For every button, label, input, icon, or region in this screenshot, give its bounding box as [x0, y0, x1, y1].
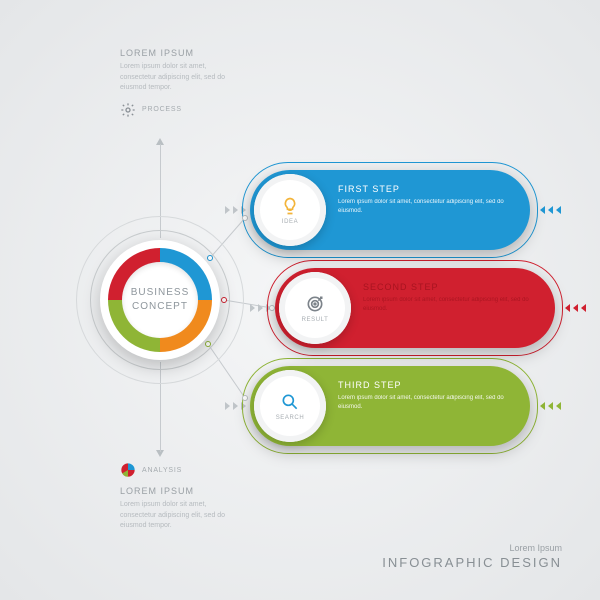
- node-h1: [207, 255, 213, 261]
- bulb-icon: [280, 196, 300, 216]
- pill-2-desc: Lorem ipsum dolor sit amet, consectetur …: [363, 296, 535, 314]
- pill-3-title: THIRD STEP: [338, 380, 510, 390]
- node-h2: [221, 297, 227, 303]
- pill-3-circle: SEARCH: [254, 370, 326, 442]
- hub-line1: BUSINESS: [131, 286, 190, 300]
- search-icon: [280, 392, 300, 412]
- deco-arrows-2-right: [565, 304, 586, 312]
- target-icon: [305, 294, 325, 314]
- pill-1-circle-label: IDEA: [282, 219, 298, 225]
- pill-2-title: SECOND STEP: [363, 282, 535, 292]
- pill-2: RESULT SECOND STEP Lorem ipsum dolor sit…: [275, 268, 555, 348]
- pill-3-desc: Lorem ipsum dolor sit amet, consectetur …: [338, 394, 510, 412]
- deco-arrows-1-right: [540, 206, 561, 214]
- hub-circle: BUSINESS CONCEPT: [100, 240, 220, 360]
- pill-1-title: FIRST STEP: [338, 184, 510, 194]
- hub-label: BUSINESS CONCEPT: [131, 286, 190, 314]
- pill-3: SEARCH THIRD STEP Lorem ipsum dolor sit …: [250, 366, 530, 446]
- node-3: [242, 395, 248, 401]
- pill-1-circle: IDEA: [254, 174, 326, 246]
- node-h3: [205, 341, 211, 347]
- pill-1-desc: Lorem ipsum dolor sit amet, consectetur …: [338, 198, 510, 216]
- pill-1: IDEA FIRST STEP Lorem ipsum dolor sit am…: [250, 170, 530, 250]
- deco-arrows-3-right: [540, 402, 561, 410]
- pill-3-circle-label: SEARCH: [276, 415, 305, 421]
- pill-2-circle: RESULT: [279, 272, 351, 344]
- hub-line2: CONCEPT: [131, 300, 190, 314]
- pill-2-circle-label: RESULT: [302, 317, 329, 323]
- node-1: [242, 215, 248, 221]
